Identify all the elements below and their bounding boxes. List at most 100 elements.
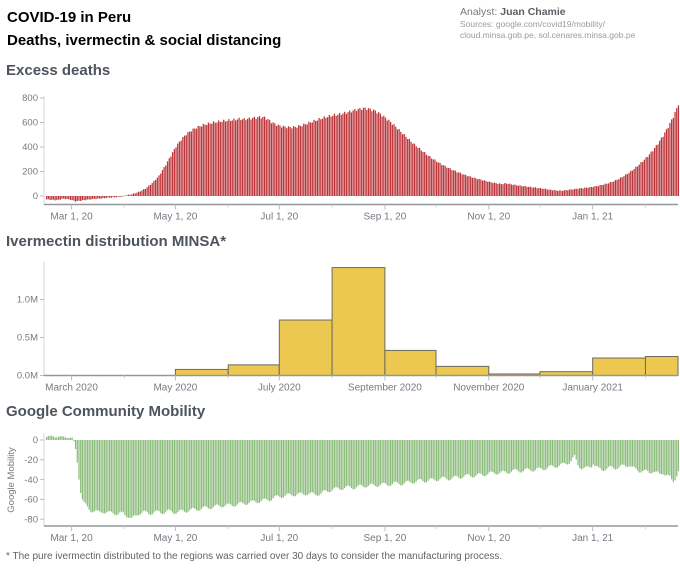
bar: [401, 134, 404, 196]
bar: [660, 440, 663, 475]
bar: [284, 440, 286, 496]
bar: [100, 196, 102, 199]
bar: [275, 440, 278, 496]
bar: [493, 182, 496, 196]
bar: [71, 196, 73, 201]
bar: [51, 435, 53, 440]
bar: [200, 126, 203, 196]
bar: [640, 162, 642, 196]
bar: [160, 173, 162, 196]
bar: [412, 143, 414, 196]
bar: [635, 166, 637, 196]
bar: [306, 440, 308, 496]
bar: [471, 177, 473, 196]
bar: [447, 440, 450, 481]
bar: [313, 119, 315, 196]
bar: [137, 191, 140, 196]
bar: [330, 440, 332, 492]
bar: [660, 137, 663, 196]
x-tick-label: March 2020: [45, 383, 98, 394]
bar: [541, 440, 543, 470]
bar: [512, 184, 514, 196]
bar: [359, 440, 361, 485]
x-tick-label: January 2021: [562, 383, 623, 394]
bar: [286, 440, 288, 494]
bar: [330, 116, 332, 196]
bar: [211, 123, 213, 196]
bar: [657, 440, 659, 472]
bar: [636, 440, 639, 471]
bar: [144, 188, 147, 196]
bar: [107, 440, 109, 512]
section-title-mobility: Google Community Mobility: [6, 403, 206, 420]
bar: [453, 170, 455, 196]
bar: [119, 196, 121, 197]
bar: [432, 159, 434, 196]
bar: [252, 117, 254, 196]
bar: [347, 112, 349, 196]
bar: [199, 126, 201, 196]
bar: [173, 149, 175, 196]
bar: [614, 440, 617, 470]
bar: [500, 184, 502, 196]
y-tick-label: -60: [24, 495, 38, 506]
bar: [52, 436, 55, 440]
bar: [350, 440, 353, 489]
bar: [616, 179, 618, 196]
bar: [584, 440, 586, 468]
bar: [127, 194, 129, 196]
bar: [144, 440, 147, 511]
bar: [642, 161, 644, 196]
bar: [81, 196, 84, 201]
bar: [580, 188, 582, 196]
bar: [539, 187, 542, 196]
bar: [263, 440, 266, 499]
bar: [374, 110, 376, 196]
bar: [611, 440, 613, 467]
x-tick-label: Nov 1, 20: [467, 533, 510, 544]
bar: [458, 172, 460, 196]
bar: [112, 440, 114, 514]
bar: [332, 115, 334, 196]
bar: [434, 159, 436, 196]
bar: [647, 440, 649, 471]
y-tick-label: 0.0M: [17, 371, 38, 382]
bar: [117, 196, 119, 197]
bar: [478, 178, 480, 196]
bar: [652, 440, 654, 473]
bar: [174, 368, 229, 377]
bar: [146, 440, 148, 513]
bar: [483, 440, 485, 477]
bar: [623, 176, 625, 196]
bar: [199, 440, 201, 511]
bar: [645, 157, 647, 196]
bar: [231, 120, 233, 196]
bar: [410, 141, 412, 196]
bar: [567, 440, 569, 465]
bar: [61, 436, 63, 440]
bar: [105, 440, 107, 513]
bar: [570, 189, 572, 196]
y-tick-label: 0: [33, 435, 38, 446]
bar: [86, 196, 89, 200]
bar: [424, 440, 426, 483]
bar: [352, 440, 354, 490]
bar: [318, 117, 320, 196]
bar: [403, 133, 405, 196]
bar: [245, 440, 247, 506]
bar: [645, 440, 647, 470]
bar: [585, 187, 588, 196]
bar: [606, 440, 608, 469]
bar: [88, 196, 90, 200]
bar: [466, 176, 468, 196]
bar: [488, 181, 491, 196]
bar: [659, 140, 661, 196]
bar: [342, 113, 344, 196]
bar: [379, 113, 382, 196]
bar: [476, 179, 479, 196]
bar: [216, 122, 218, 196]
bar: [587, 440, 589, 467]
bar: [246, 118, 249, 196]
bar: [388, 440, 390, 487]
bar: [417, 147, 419, 196]
